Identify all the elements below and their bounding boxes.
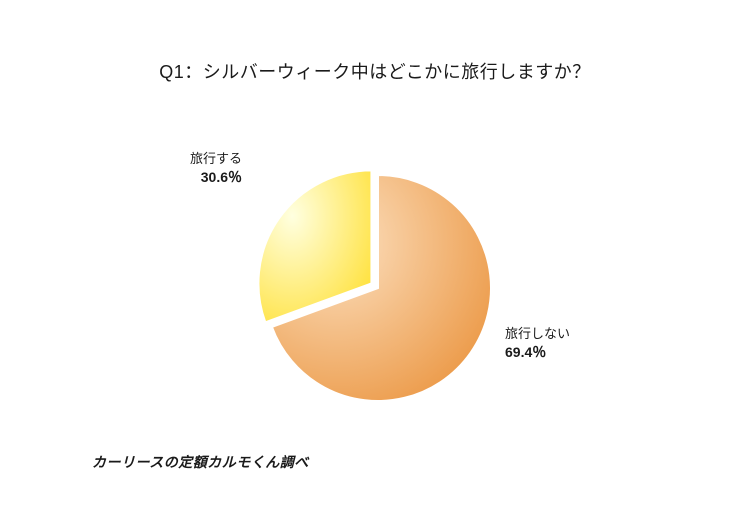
source-footer: カーリースの定額カルモくん調べ (92, 452, 309, 472)
label-yes-text: 旅行する (190, 151, 242, 166)
label-no-text: 旅行しない (505, 326, 570, 341)
label-no-pct: 69.4％ (505, 344, 546, 360)
chart-title: Q1：シルバーウィーク中はどこかに旅行しますか？ (0, 58, 750, 84)
pie-chart: 旅行する 30.6％ 旅行しない 69.4％ (0, 140, 750, 440)
pie-svg (0, 140, 750, 440)
label-yes-pct: 30.6％ (201, 169, 242, 185)
slice-label-no: 旅行しない 69.4％ (505, 325, 570, 363)
slice-label-yes: 旅行する 30.6％ (190, 150, 242, 188)
